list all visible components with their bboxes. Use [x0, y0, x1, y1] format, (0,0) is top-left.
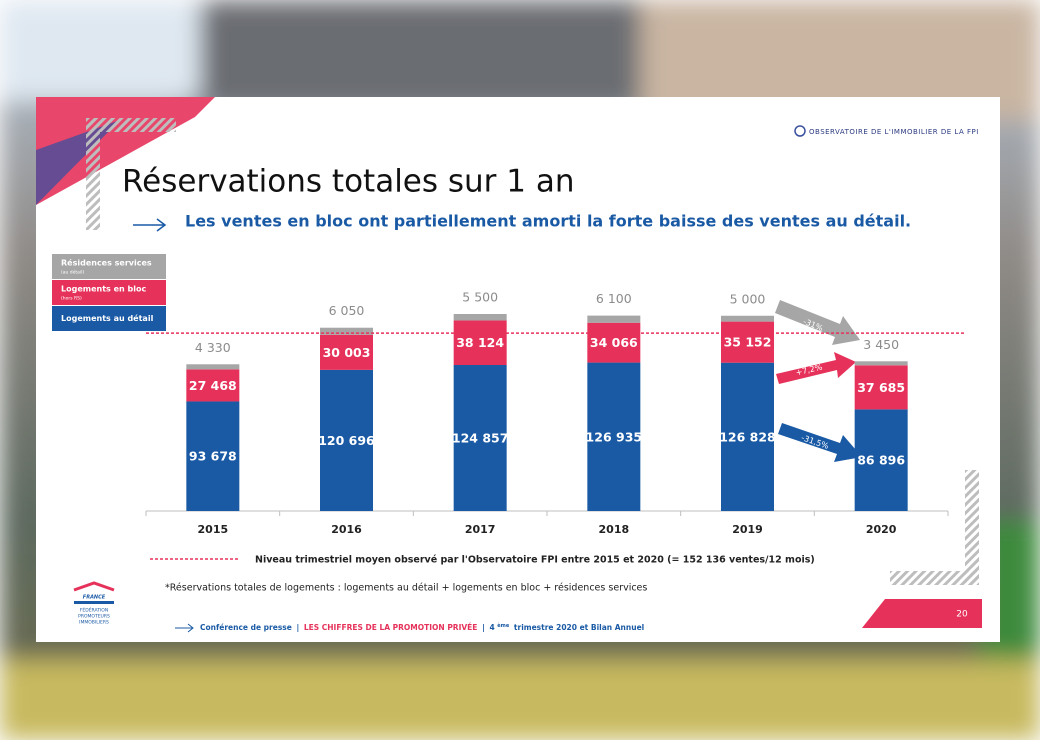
- bar-segment: [721, 315, 774, 322]
- bar-segment: [186, 401, 240, 511]
- bar-segment: [453, 365, 507, 511]
- x-tick-label: 2017: [465, 523, 496, 536]
- footer-part: LES CHIFFRES DE LA PROMOTION PRIVÉE: [304, 623, 478, 632]
- bar-segment: [453, 314, 507, 321]
- data-label: 126 828: [719, 429, 776, 444]
- reference-line-label: Niveau trimestriel moyen observé par l'O…: [255, 555, 815, 566]
- x-tick-label: 2019: [732, 523, 763, 536]
- data-label: 37 685: [857, 380, 905, 395]
- footer-part: Conférence de presse: [200, 623, 292, 632]
- logo-text: FÉDÉRATION: [80, 606, 108, 614]
- legend-label: Logements en bloc: [61, 285, 146, 294]
- footer-part: |: [296, 623, 299, 633]
- logo-text: IMMOBILIERS: [79, 620, 109, 626]
- slide-subtitle: Les ventes en bloc ont partiellement amo…: [185, 212, 911, 231]
- footer-part: ème: [497, 622, 510, 629]
- legend-swatch: [52, 280, 166, 305]
- legend-label: Résidences services: [61, 258, 152, 268]
- x-tick-label: 2020: [866, 523, 897, 536]
- data-label: 35 152: [724, 335, 772, 350]
- bar-segment: [854, 361, 908, 366]
- footer-part: |: [482, 623, 485, 633]
- x-tick-label: 2015: [198, 523, 229, 536]
- bar-segment: [587, 322, 641, 363]
- logo-text: FRANCE: [83, 595, 106, 601]
- data-label: 27 468: [189, 378, 237, 393]
- data-label: 30 003: [323, 345, 371, 360]
- slide-title: Réservations totales sur 1 an: [122, 164, 575, 200]
- data-label: 34 066: [590, 335, 638, 350]
- legend-label: Logements au détail: [61, 313, 154, 323]
- data-label: 120 696: [318, 433, 375, 448]
- bar-segment: [854, 409, 908, 511]
- x-tick-label: 2016: [331, 523, 362, 536]
- slide: OBSERVATOIRE DE L'IMMOBILIER DE LA FPI R…: [36, 97, 1000, 642]
- footer-part: 4: [489, 623, 494, 632]
- bar-segment: [320, 327, 373, 335]
- footnote: *Réservations totales de logements : log…: [165, 583, 647, 594]
- legend-swatch: [52, 254, 166, 279]
- footer: Conférence de presse | LES CHIFFRES DE L…: [200, 620, 644, 633]
- bar-segment: [320, 334, 373, 370]
- data-label: 3 450: [863, 337, 899, 352]
- data-label: 4 330: [195, 340, 231, 355]
- x-tick-label: 2018: [599, 523, 630, 536]
- logo-text: OBSERVATOIRE DE L'IMMOBILIER DE LA FPI: [809, 128, 979, 136]
- page-number: 20: [956, 610, 968, 620]
- bar-segment: [587, 315, 641, 323]
- data-label: 6 050: [329, 303, 365, 318]
- data-label: 6 100: [596, 291, 632, 306]
- bar-segment: [186, 364, 240, 370]
- data-label: 5 500: [462, 290, 498, 305]
- bar-segment: [721, 362, 774, 511]
- logo-text: PROMOTEURS: [78, 614, 110, 620]
- bar-segment: [854, 365, 908, 410]
- data-label: 38 124: [456, 335, 504, 350]
- bar-segment: [721, 321, 774, 363]
- data-label: 5 000: [730, 291, 766, 306]
- bar-segment: [320, 369, 373, 511]
- legend-note: (hors RS): [61, 296, 82, 302]
- bar-segment: [186, 369, 240, 402]
- legend-swatch: [52, 306, 166, 331]
- footer-part: trimestre 2020 et Bilan Annuel: [514, 623, 644, 632]
- legend-note: (au détail): [61, 269, 84, 276]
- data-label: 124 857: [452, 431, 509, 446]
- bar-segment: [453, 320, 507, 366]
- federation-logo: FRANCE FÉDÉRATION PROMOTEURS IMMOBILIERS: [73, 581, 115, 626]
- data-label: 93 678: [189, 449, 237, 464]
- bar-segment: [587, 362, 641, 511]
- data-label: 86 896: [857, 453, 905, 468]
- chart: Résidences services(au détail) Logements …: [52, 254, 965, 536]
- data-label: 126 935: [586, 429, 643, 444]
